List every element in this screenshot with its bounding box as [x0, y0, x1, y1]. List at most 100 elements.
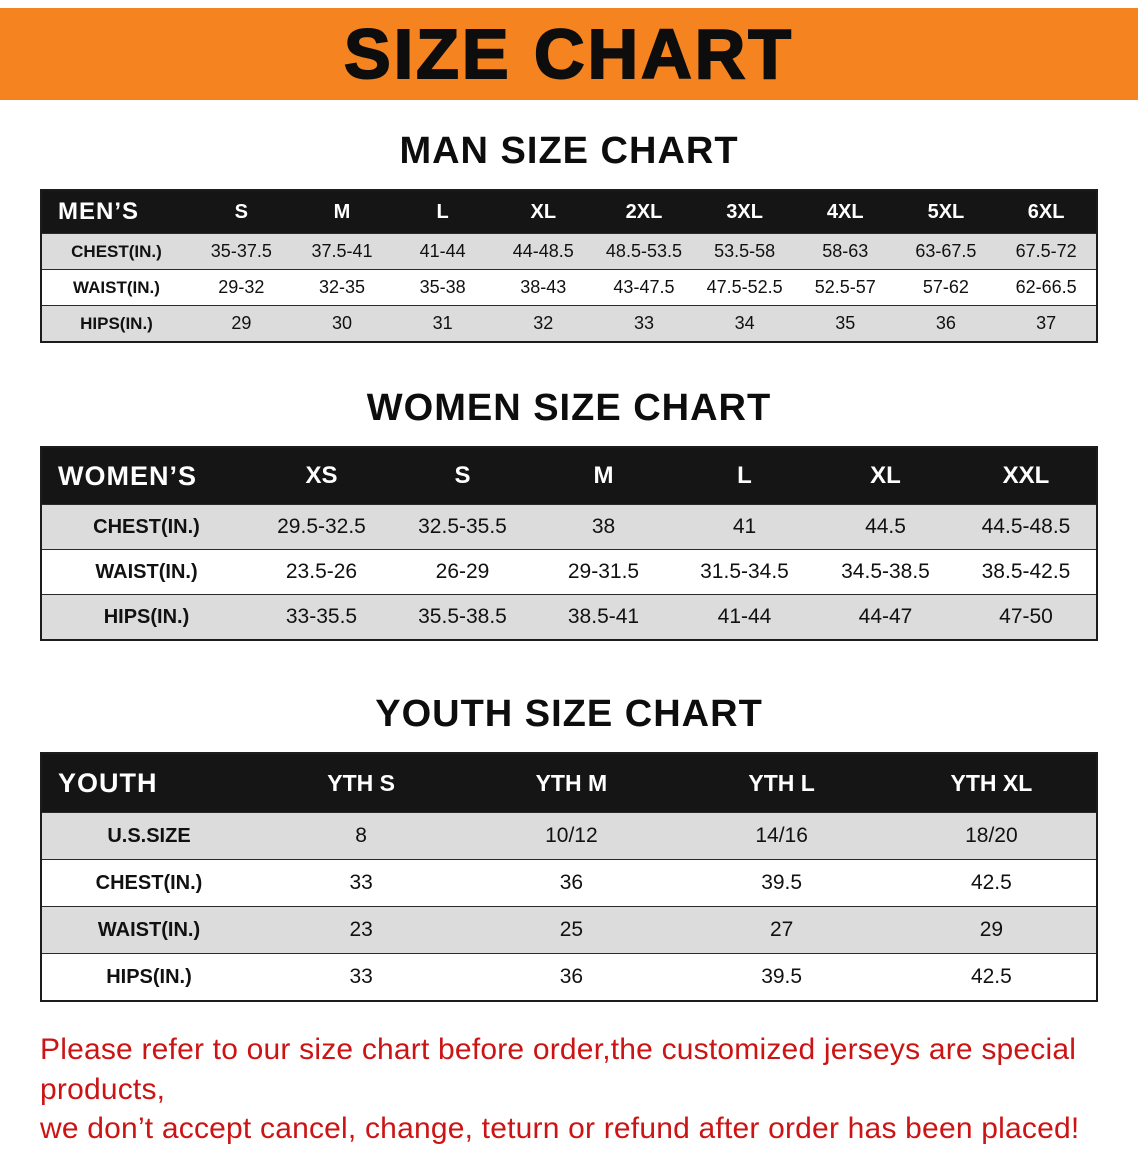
- size-value: 53.5-58: [694, 233, 795, 270]
- size-column-header: XL: [815, 446, 956, 505]
- size-column-header: YTH S: [256, 752, 467, 813]
- size-value: 48.5-53.5: [593, 233, 695, 270]
- size-column-header: L: [674, 446, 815, 505]
- size-value: 32: [492, 305, 594, 343]
- youth-section-title: YOUTH SIZE CHART: [375, 693, 763, 735]
- size-value: 35.5-38.5: [392, 594, 533, 641]
- size-value: 39.5: [676, 859, 887, 907]
- women-section-title: WOMEN SIZE CHART: [366, 387, 772, 429]
- size-value: 29.5-32.5: [251, 504, 392, 550]
- size-column-header: S: [392, 446, 533, 505]
- size-chart-banner: SIZE CHART: [0, 8, 1138, 100]
- size-value: 31: [392, 305, 493, 343]
- table-corner-label: YOUTH: [41, 752, 256, 813]
- size-column-header: 4XL: [794, 189, 896, 234]
- row-label: CHEST(IN.): [41, 504, 251, 550]
- size-column-header: L: [392, 189, 493, 234]
- size-column-header: 6XL: [996, 189, 1097, 234]
- size-column-header: S: [191, 189, 292, 234]
- size-value: 63-67.5: [895, 233, 997, 270]
- size-value: 23.5-26: [251, 549, 392, 595]
- size-column-header: YTH L: [676, 752, 887, 813]
- size-value: 35-38: [392, 269, 493, 306]
- row-label: HIPS(IN.): [41, 305, 191, 343]
- size-value: 47-50: [956, 594, 1097, 641]
- size-column-header: M: [533, 446, 674, 505]
- size-column-header: XS: [251, 446, 392, 505]
- size-value: 32.5-35.5: [392, 504, 533, 550]
- table-header-row: YOUTH YTH S YTH M YTH L YTH XL: [41, 752, 1097, 813]
- size-value: 33: [256, 953, 467, 1002]
- size-value: 29-32: [191, 269, 292, 306]
- table-row: U.S.SIZE 8 10/12 14/16 18/20: [41, 812, 1097, 860]
- size-value: 44-48.5: [492, 233, 594, 270]
- size-value: 14/16: [676, 812, 887, 860]
- size-column-header: 2XL: [593, 189, 695, 234]
- table-row: WAIST(IN.) 23 25 27 29: [41, 906, 1097, 954]
- table-corner-label: WOMEN’S: [41, 446, 251, 505]
- size-value: 57-62: [895, 269, 997, 306]
- size-column-header: XXL: [956, 446, 1097, 505]
- size-value: 36: [895, 305, 997, 343]
- table-corner-label: MEN’S: [41, 189, 191, 234]
- size-value: 41-44: [674, 594, 815, 641]
- row-label: HIPS(IN.): [41, 953, 256, 1002]
- size-value: 29: [191, 305, 292, 343]
- size-value: 47.5-52.5: [694, 269, 795, 306]
- size-value: 29: [886, 906, 1097, 954]
- men-section-title: MAN SIZE CHART: [399, 130, 739, 172]
- size-value: 35: [794, 305, 896, 343]
- size-value: 52.5-57: [794, 269, 896, 306]
- size-value: 44-47: [815, 594, 956, 641]
- size-column-header: 5XL: [895, 189, 997, 234]
- banner-title: SIZE CHART: [343, 14, 794, 94]
- table-header-row: WOMEN’S XS S M L XL XXL: [41, 446, 1097, 505]
- men-size-section: MAN SIZE CHART MEN’S S M L XL 2XL 3XL 4XL 5XL 6XL…: [0, 130, 1138, 343]
- size-value: 31.5-34.5: [674, 549, 815, 595]
- size-value: 67.5-72: [996, 233, 1097, 270]
- size-value: 33: [256, 859, 467, 907]
- size-value: 38.5-42.5: [956, 549, 1097, 595]
- size-value: 10/12: [466, 812, 677, 860]
- size-value: 36: [466, 859, 677, 907]
- size-column-header: M: [291, 189, 393, 234]
- row-label: U.S.SIZE: [41, 812, 256, 860]
- row-label: WAIST(IN.): [41, 906, 256, 954]
- size-value: 30: [291, 305, 393, 343]
- size-value: 34: [694, 305, 795, 343]
- row-label: HIPS(IN.): [41, 594, 251, 641]
- row-label: WAIST(IN.): [41, 269, 191, 306]
- table-header-row: MEN’S S M L XL 2XL 3XL 4XL 5XL 6XL: [41, 189, 1097, 234]
- size-value: 62-66.5: [996, 269, 1097, 306]
- size-value: 29-31.5: [533, 549, 674, 595]
- size-value: 25: [466, 906, 677, 954]
- table-row: HIPS(IN.) 33-35.5 35.5-38.5 38.5-41 41-44 44-…: [41, 594, 1097, 641]
- size-value: 41: [674, 504, 815, 550]
- table-row: HIPS(IN.) 29 30 31 32 33 34 35 36 37: [41, 305, 1097, 343]
- size-value: 23: [256, 906, 467, 954]
- disclaimer-line-2: we don’t accept cancel, change, teturn o…: [40, 1112, 1080, 1146]
- youth-size-table: YOUTH YTH S YTH M YTH L YTH XL U.S.SIZE 8 10/12…: [40, 752, 1098, 1002]
- size-column-header: XL: [492, 189, 594, 234]
- disclaimer: Please refer to our size chart before or…: [40, 1030, 1114, 1149]
- size-value: 34.5-38.5: [815, 549, 956, 595]
- row-label: CHEST(IN.): [41, 859, 256, 907]
- size-column-header: 3XL: [694, 189, 795, 234]
- size-value: 41-44: [392, 233, 493, 270]
- size-value: 26-29: [392, 549, 533, 595]
- women-size-section: WOMEN SIZE CHART WOMEN’S XS S M L XL XXL CHEST(…: [0, 387, 1138, 641]
- size-value: 38-43: [492, 269, 594, 306]
- size-value: 36: [466, 953, 677, 1002]
- size-column-header: YTH XL: [886, 752, 1097, 813]
- size-value: 43-47.5: [593, 269, 695, 306]
- size-value: 37.5-41: [291, 233, 393, 270]
- table-row: CHEST(IN.) 33 36 39.5 42.5: [41, 859, 1097, 907]
- size-value: 18/20: [886, 812, 1097, 860]
- size-value: 35-37.5: [191, 233, 292, 270]
- size-value: 42.5: [886, 953, 1097, 1002]
- row-label: WAIST(IN.): [41, 549, 251, 595]
- table-row: WAIST(IN.) 29-32 32-35 35-38 38-43 43-47.5 47.…: [41, 269, 1097, 306]
- disclaimer-line-1: Please refer to our size chart before or…: [40, 1033, 1077, 1106]
- size-column-header: YTH M: [466, 752, 677, 813]
- size-value: 33-35.5: [251, 594, 392, 641]
